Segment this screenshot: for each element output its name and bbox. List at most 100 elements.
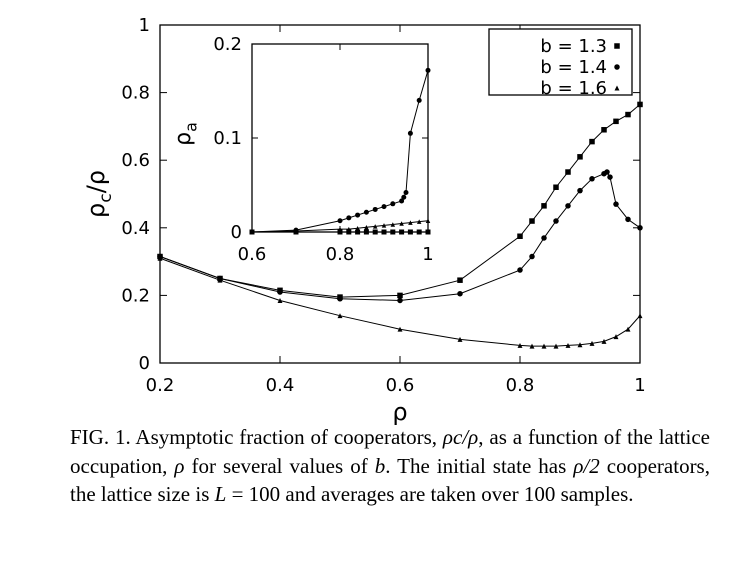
inset-data-point-3: [293, 228, 299, 234]
inset-data-point-2: [401, 194, 407, 200]
inset-data-point-1: [372, 229, 378, 235]
data-point-2: [565, 203, 571, 209]
data-point-2: [553, 218, 559, 224]
inset-data-point-1: [363, 229, 369, 235]
inset-data-point-2: [337, 218, 343, 224]
inset-y-tick-label: 0: [231, 222, 242, 243]
caption-text-5: cooperators, the lattice size is: [70, 453, 710, 507]
caption-math-l: L: [214, 482, 227, 506]
data-point-3: [517, 342, 523, 348]
legend-marker-circle: [614, 64, 620, 70]
data-point-1: [541, 203, 547, 209]
y-tick-label: 0: [139, 353, 150, 374]
caption-text-4: . The initial state has: [385, 453, 574, 478]
data-point-2: [589, 176, 595, 182]
data-point-2: [541, 235, 547, 241]
data-point-1: [457, 277, 463, 283]
inset-data-point-3: [381, 223, 387, 228]
data-point-2: [529, 253, 535, 260]
inset-y-axis-label: ρa: [171, 122, 201, 146]
inset-plot-frame: [251, 43, 429, 233]
inset-y-tick-label: 0.2: [213, 34, 242, 55]
data-point-3: [613, 334, 619, 340]
data-point-2: [337, 296, 343, 302]
x-tick-label: 0.8: [506, 375, 535, 396]
y-axis-label: ρc/ρ: [82, 170, 116, 218]
data-point-1: [517, 233, 523, 239]
inset-data-point-2: [416, 97, 422, 103]
legend-label: b = 1.3: [540, 36, 607, 57]
inset-data-point-3: [390, 222, 396, 227]
inset-x-tick-label: 0.6: [238, 244, 267, 265]
data-point-1: [601, 127, 607, 133]
inset-data-point-1: [381, 229, 387, 235]
inset-data-point-3: [372, 224, 378, 229]
data-point-1: [553, 184, 559, 190]
inset-data-point-2: [346, 215, 352, 221]
data-point-2: [397, 297, 403, 304]
caption-text-3: for several values of: [184, 453, 375, 478]
data-point-3: [565, 342, 571, 348]
caption-math-b: b: [374, 453, 386, 478]
data-point-3: [217, 277, 223, 283]
data-point-2: [607, 174, 613, 180]
data-point-1: [397, 292, 403, 299]
data-point-2: [613, 201, 619, 207]
inset-data-point-1: [355, 229, 361, 235]
y-tick-label: 0.6: [121, 150, 150, 171]
inset-data-point-3: [408, 220, 413, 225]
inset-data-point-1: [390, 229, 396, 235]
legend-label: b = 1.6: [540, 78, 607, 99]
inset-x-tick-label: 0.8: [326, 244, 355, 265]
x-tick-label: 0.6: [386, 375, 415, 396]
data-point-3: [553, 343, 559, 349]
inset-data-point-2: [381, 204, 387, 210]
data-point-3: [277, 297, 283, 303]
inset-data-point-2: [363, 209, 369, 215]
data-point-1: [589, 138, 595, 145]
inset-data-point-3: [249, 229, 255, 235]
x-tick-label: 1: [634, 375, 645, 396]
data-point-3: [457, 336, 463, 342]
inset-data-point-1: [399, 229, 405, 235]
y-tick-label: 1: [139, 15, 150, 36]
caption-text-2: , as a function of the lattice occupatio…: [70, 425, 710, 478]
y-tick-label: 0.4: [121, 218, 150, 239]
data-point-2: [277, 289, 283, 295]
data-point-1: [577, 154, 583, 160]
inset-data-point-3: [425, 218, 431, 223]
inset-data-point-2: [407, 130, 413, 136]
inset-x-tick-label: 1: [422, 244, 433, 265]
inset-data-point-2: [425, 67, 431, 73]
caption-math-rho-half: ρ/2: [573, 453, 600, 478]
legend-box: [488, 28, 633, 96]
inset-data-point-1: [425, 229, 431, 235]
inset-data-point-2: [399, 198, 405, 204]
figure-caption: FIG. 1. Asymptotic fraction of cooperato…: [70, 423, 710, 509]
data-point-3: [529, 343, 535, 349]
y-tick-label: 0.8: [121, 83, 150, 104]
inset-data-point-3: [364, 225, 369, 230]
legend-marker-triangle: [614, 85, 620, 91]
data-point-2: [637, 225, 643, 231]
data-point-1: [529, 218, 535, 224]
data-point-3: [157, 255, 163, 261]
data-point-3: [637, 313, 643, 319]
data-point-1: [637, 101, 643, 108]
inset-data-point-2: [372, 206, 378, 212]
inset-data-point-3: [416, 219, 422, 224]
inset-data-point-1: [346, 229, 352, 235]
inset-data-point-3: [355, 225, 360, 231]
inset-data-point-3: [399, 221, 404, 226]
inset-data-point-1: [416, 229, 422, 235]
y-tick-label: 0.2: [121, 285, 150, 306]
data-point-2: [604, 169, 610, 175]
caption-math-rho: ρ: [174, 453, 185, 478]
data-point-2: [517, 267, 523, 273]
inset-data-point-2: [403, 190, 409, 196]
data-point-2: [457, 290, 463, 297]
data-point-1: [565, 169, 571, 175]
x-tick-label: 0.4: [266, 375, 295, 396]
inset-data-point-2: [355, 212, 361, 218]
